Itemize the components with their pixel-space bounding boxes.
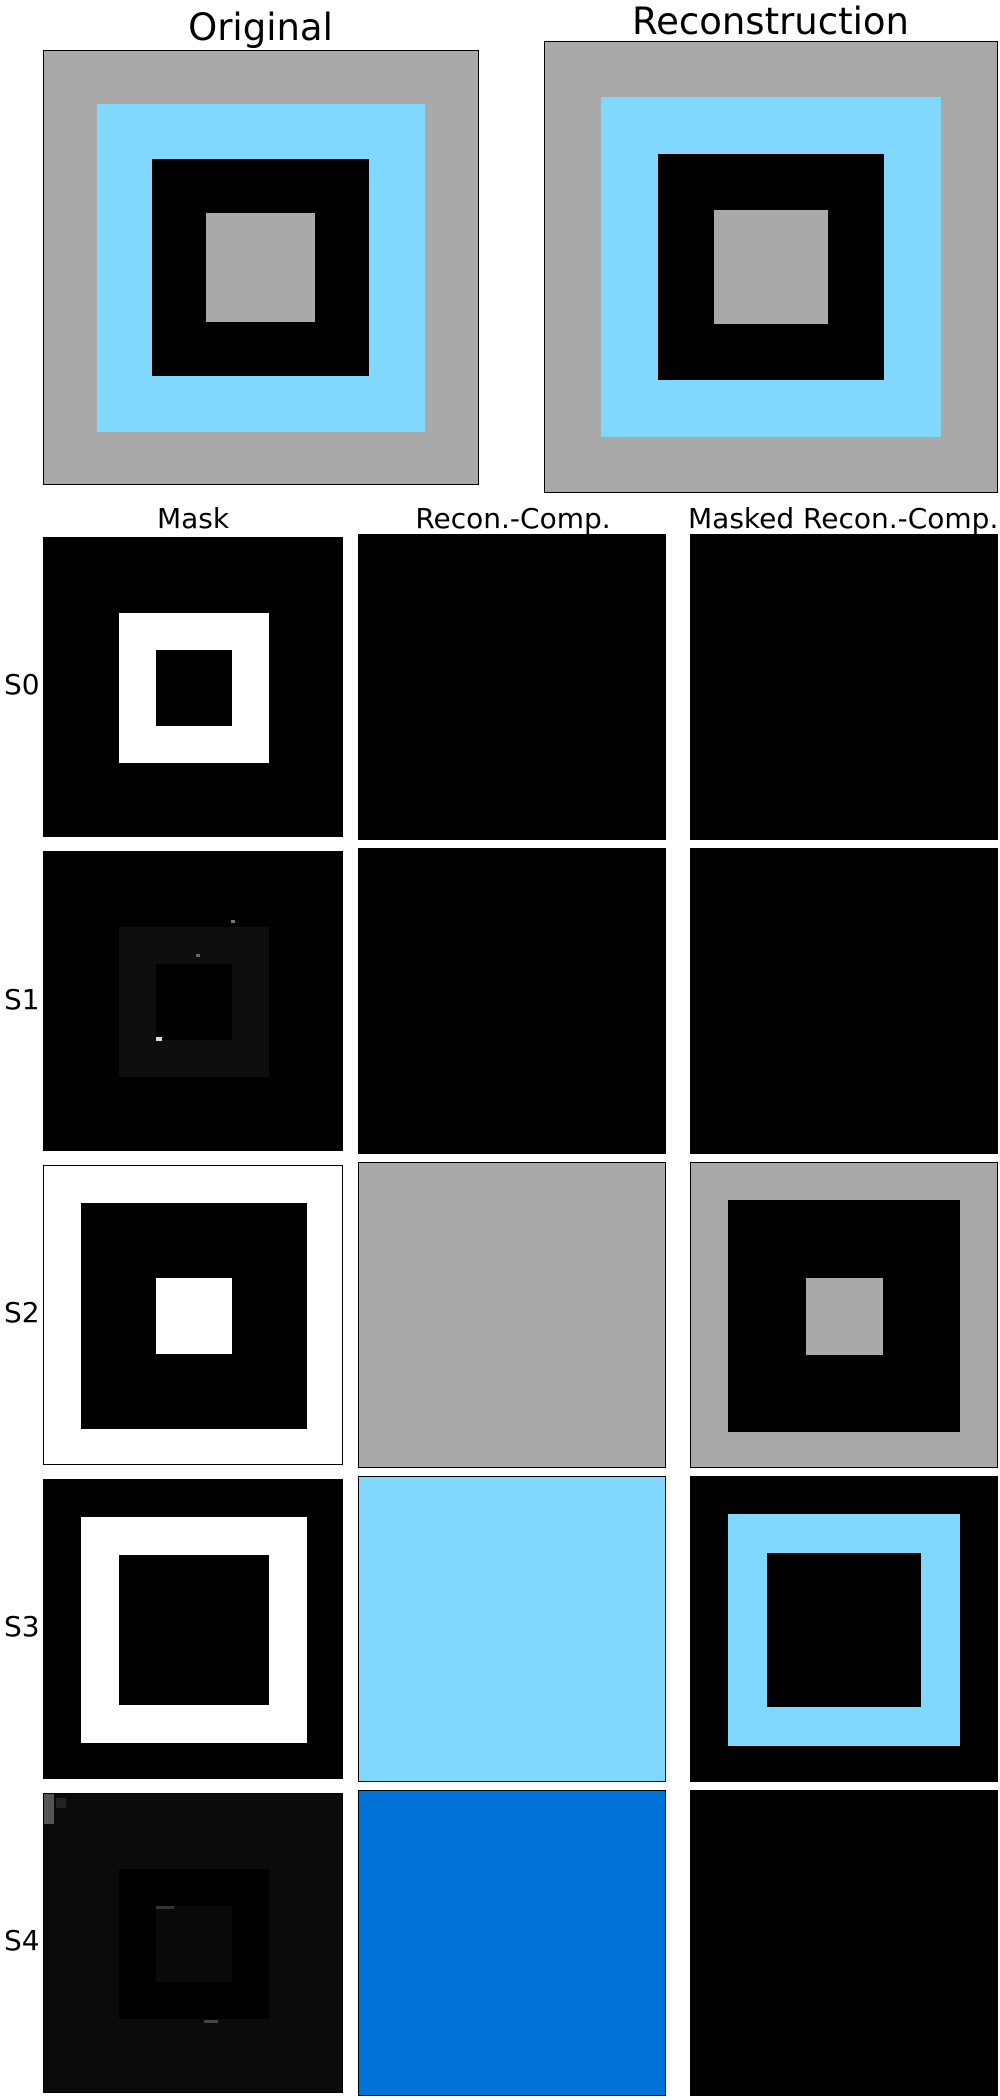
- row-label-s2: S2: [4, 1296, 40, 1329]
- mask-s1: [43, 851, 343, 1151]
- column-header-recon-comp: Recon.-Comp.: [415, 502, 611, 535]
- reconstruction-image: [544, 41, 998, 493]
- row-label-s1: S1: [4, 983, 40, 1016]
- title-original: Original: [188, 6, 333, 49]
- row-label-s0: S0: [4, 668, 40, 701]
- mask-s3: [43, 1479, 343, 1779]
- masked-recon-comp-s3: [690, 1476, 998, 1782]
- column-header-masked-recon-comp: Masked Recon.-Comp.: [688, 502, 999, 535]
- recon-comp-s4: [358, 1790, 666, 2096]
- row-label-s4: S4: [4, 1924, 40, 1957]
- recon-comp-s3: [358, 1476, 666, 1782]
- column-header-mask: Mask: [156, 502, 230, 535]
- masked-recon-comp-s2: [690, 1162, 998, 1468]
- mask-s0: [43, 537, 343, 837]
- mask-s4: [43, 1793, 343, 2093]
- recon-comp-s2: [358, 1162, 666, 1468]
- masked-recon-comp-s1: [690, 848, 998, 1154]
- mask-s2: [43, 1165, 343, 1465]
- row-label-s3: S3: [4, 1610, 40, 1643]
- original-image: [43, 50, 479, 485]
- masked-recon-comp-s0: [690, 534, 998, 840]
- recon-comp-s1: [358, 848, 666, 1154]
- masked-recon-comp-s4: [690, 1790, 998, 2096]
- recon-comp-s0: [358, 534, 666, 840]
- title-reconstruction: Reconstruction: [632, 0, 909, 43]
